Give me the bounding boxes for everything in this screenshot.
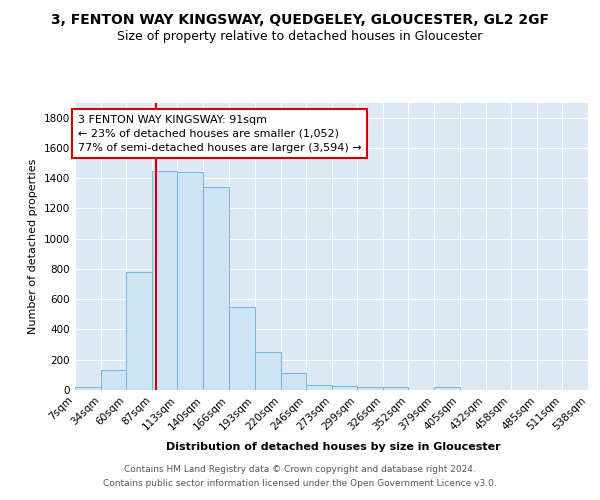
- Bar: [254, 352, 281, 390]
- Bar: [383, 387, 409, 390]
- Y-axis label: Number of detached properties: Number of detached properties: [28, 158, 38, 334]
- Bar: [178, 172, 203, 390]
- Bar: [281, 373, 306, 390]
- Bar: [203, 187, 229, 390]
- Bar: [229, 307, 254, 390]
- Text: Distribution of detached houses by size in Gloucester: Distribution of detached houses by size …: [166, 442, 500, 452]
- Text: 3, FENTON WAY KINGSWAY, QUEDGELEY, GLOUCESTER, GL2 2GF: 3, FENTON WAY KINGSWAY, QUEDGELEY, GLOUC…: [51, 12, 549, 26]
- Bar: [357, 387, 383, 390]
- Bar: [101, 370, 126, 390]
- Bar: [434, 387, 460, 390]
- Text: Contains HM Land Registry data © Crown copyright and database right 2024.
Contai: Contains HM Land Registry data © Crown c…: [103, 466, 497, 487]
- Bar: [332, 386, 357, 390]
- Bar: [152, 170, 178, 390]
- Bar: [306, 384, 332, 390]
- Bar: [126, 272, 152, 390]
- Text: 3 FENTON WAY KINGSWAY: 91sqm
← 23% of detached houses are smaller (1,052)
77% of: 3 FENTON WAY KINGSWAY: 91sqm ← 23% of de…: [78, 114, 362, 152]
- Bar: [75, 387, 101, 390]
- Text: Size of property relative to detached houses in Gloucester: Size of property relative to detached ho…: [118, 30, 482, 43]
